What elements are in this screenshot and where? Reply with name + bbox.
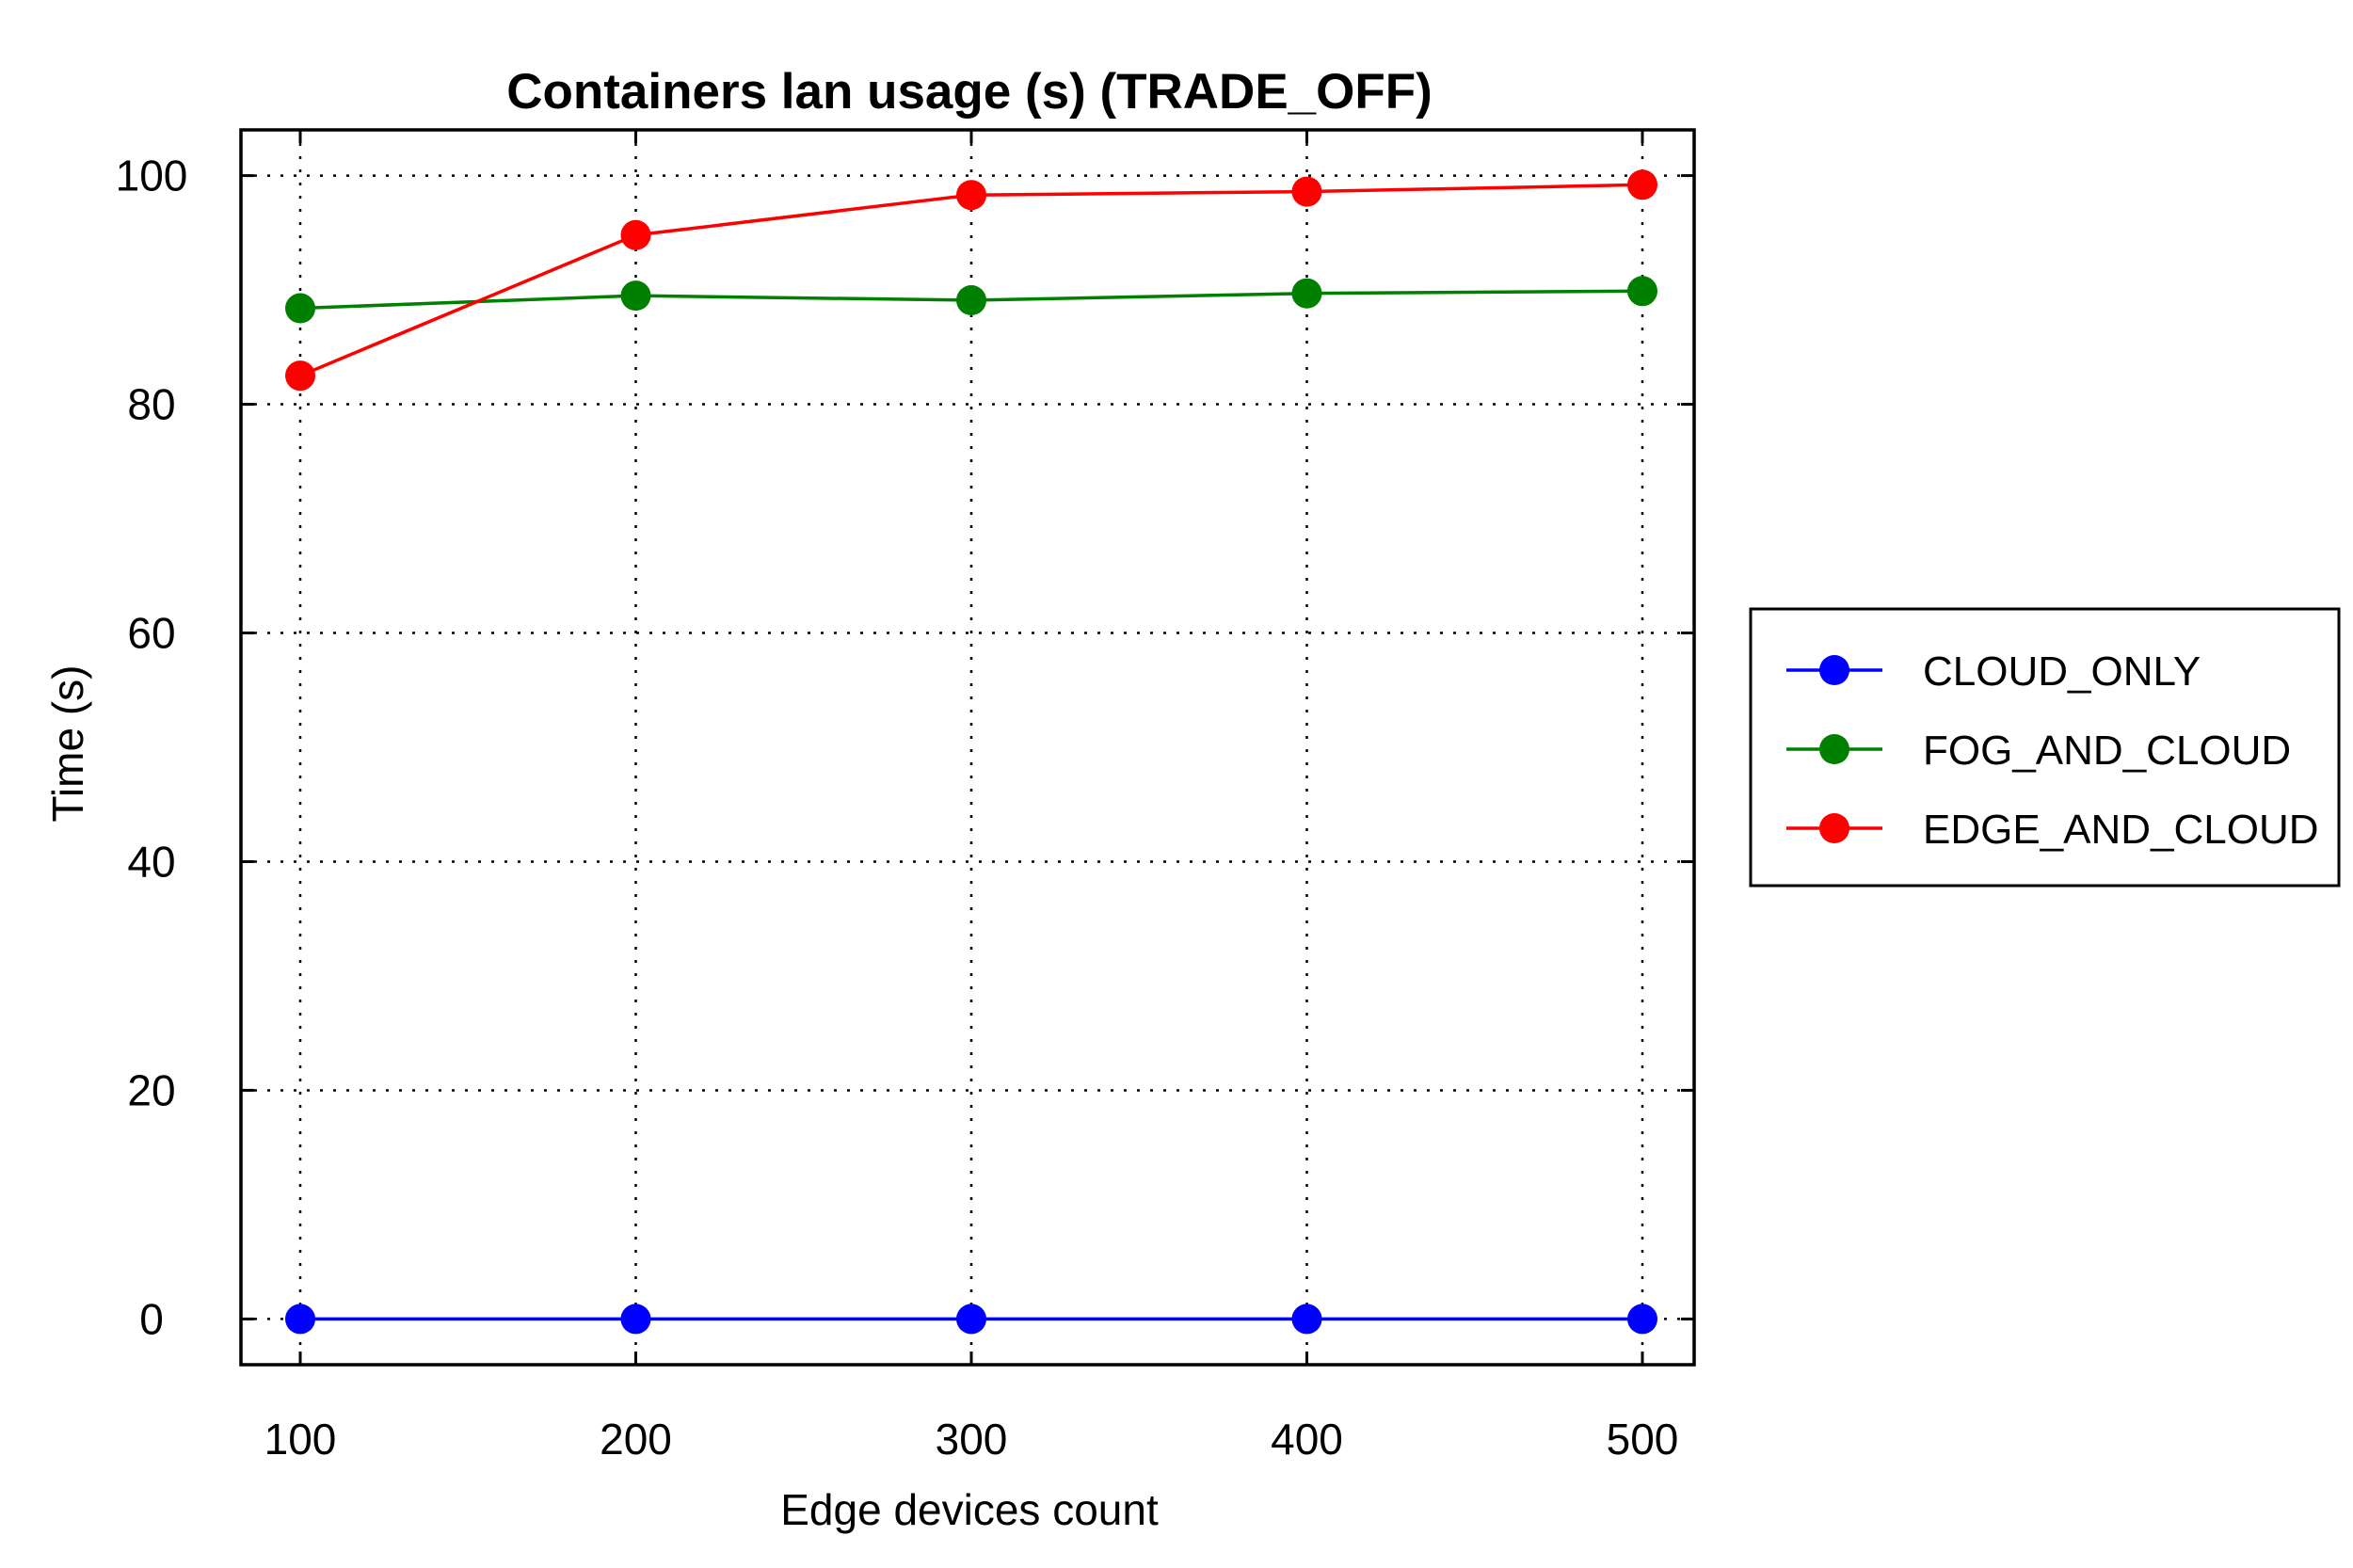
data-point-cloud-only [1627, 1304, 1657, 1335]
series-group [285, 169, 1657, 1335]
x-axis-label: Edge devices count [780, 1485, 1159, 1534]
data-point-edge-and-cloud [285, 360, 315, 392]
x-tick-label: 500 [1607, 1415, 1679, 1464]
series-line-edge-and-cloud [299, 183, 1643, 377]
y-tick-label: 20 [127, 1065, 175, 1114]
data-point-fog-and-cloud [1291, 278, 1322, 309]
y-axis-label: Time (s) [43, 665, 92, 823]
legend-label-cloud-only: CLOUD_ONLY [1923, 648, 2201, 695]
x-tick-label: 100 [264, 1415, 337, 1464]
y-tick-label: 60 [127, 609, 175, 658]
data-point-edge-and-cloud [1627, 169, 1657, 200]
data-point-edge-and-cloud [620, 219, 651, 250]
data-point-cloud-only [620, 1304, 651, 1335]
y-tick-label: 0 [139, 1294, 164, 1343]
grid [241, 130, 1694, 1365]
data-point-cloud-only [285, 1304, 315, 1335]
legend-marker-edge-and-cloud [1819, 813, 1849, 843]
legend-marker-fog-and-cloud [1819, 734, 1849, 764]
y-tick-label: 80 [127, 380, 175, 429]
data-point-cloud-only [956, 1304, 986, 1335]
x-tick-label: 200 [600, 1415, 672, 1464]
x-tick-label: 400 [1271, 1415, 1343, 1464]
axis-ticks: 100 200 300 400 500 0 20 40 60 80 100 [116, 130, 1694, 1464]
legend-marker-cloud-only [1819, 655, 1849, 685]
data-point-edge-and-cloud [1291, 176, 1322, 207]
y-tick-label: 40 [127, 837, 175, 886]
y-tick-label: 100 [116, 152, 188, 200]
plot-frame [239, 128, 1696, 1367]
x-tick-label: 300 [936, 1415, 1008, 1464]
chart-title: Containers lan usage (s) (TRADE_OFF) [506, 64, 1433, 120]
data-point-cloud-only [1291, 1304, 1322, 1335]
data-point-edge-and-cloud [956, 180, 986, 211]
data-point-fog-and-cloud [620, 280, 651, 312]
data-point-fog-and-cloud [956, 285, 986, 316]
legend: CLOUD_ONLY FOG_AND_CLOUD EDGE_AND_CLOUD [1749, 607, 2341, 888]
data-point-fog-and-cloud [285, 293, 315, 324]
data-point-fog-and-cloud [1627, 276, 1657, 307]
legend-label-edge-and-cloud: EDGE_AND_CLOUD [1923, 807, 2319, 853]
legend-label-fog-and-cloud: FOG_AND_CLOUD [1923, 728, 2291, 774]
